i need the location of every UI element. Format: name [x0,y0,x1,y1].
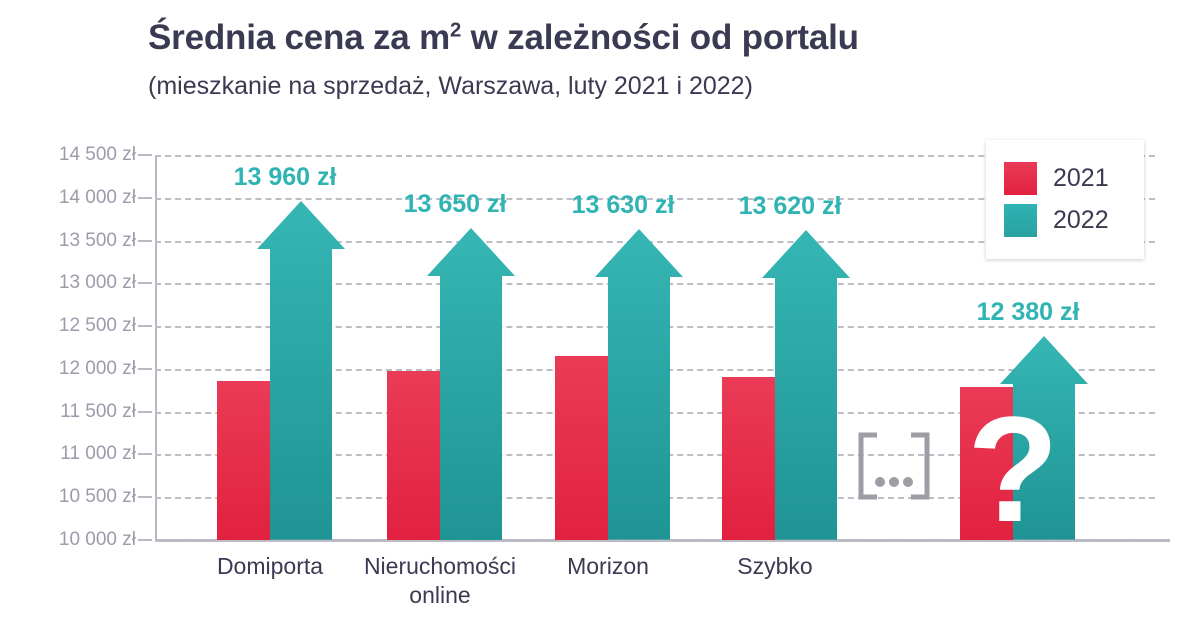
bar-2022-arrow[interactable] [427,227,515,540]
y-tick-mark [138,410,152,413]
legend-swatch-2021-icon [1004,161,1037,195]
page-title-prefix: Średnia cena za m [148,18,451,57]
y-tick-mark [138,496,152,499]
y-tick-label: 10 500 zł [58,486,136,508]
x-axis-label: Domiporta [216,553,324,579]
value-label-2022: 13 650 zł [403,189,507,218]
x-axis-label: Nieruchomości online [363,553,517,608]
page-title-suffix: w zależności od portalu [461,18,859,57]
legend-label-2022: 2022 [1053,205,1109,234]
gridline [155,155,1155,157]
y-tick-label: 11 500 zł [60,400,136,422]
y-tick-label: 12 500 zł [58,315,136,337]
legend-item-2021[interactable]: 2021 [1004,157,1144,199]
y-tick-mark [138,453,152,456]
bar-2021[interactable] [387,370,440,540]
bar-2022-arrow[interactable] [257,201,345,540]
y-tick-label: 10 000 zł [58,529,136,550]
bar-2021[interactable] [960,386,1013,540]
y-tick-mark [138,196,152,199]
y-axis-line [155,155,157,541]
bar-2021[interactable] [217,380,270,540]
bar-2021[interactable] [555,356,608,540]
x-axis-label: Szybko [737,553,813,579]
plot-area [155,155,1155,540]
legend: 2021 2022 [986,140,1144,259]
y-tick-label: 14 500 zł [58,144,136,165]
y-tick-mark [138,239,152,242]
value-label-2022: 13 630 zł [571,191,675,220]
value-label-2022: 13 620 zł [738,192,842,221]
y-tick-label: 13 500 zł [58,229,136,251]
bar-2022-arrow[interactable] [762,230,850,540]
y-tick-label: 13 000 zł [58,272,136,294]
y-tick-mark [138,325,152,328]
bar-2022-arrow[interactable] [1000,336,1088,540]
legend-swatch-2022-icon [1004,203,1037,237]
y-tick-mark [138,367,152,370]
y-tick-mark [138,154,152,156]
legend-item-2022[interactable]: 2022 [1004,199,1144,241]
gridline [155,240,1155,243]
page-title-superscript: 2 [450,19,462,42]
gridline [155,540,1155,542]
value-label-2022: 12 380 zł [976,298,1080,327]
bar-2022-arrow[interactable] [595,229,683,540]
page-subtitle: (mieszkanie na sprzedaż, Warszawa, luty … [148,72,753,100]
y-tick-label: 11 000 zł [60,443,136,465]
page-title: Średnia cena za m2 w zależności od porta… [148,18,859,58]
value-label-2022: 13 960 zł [233,163,337,192]
y-tick-label: 12 000 zł [58,357,136,379]
legend-label-2021: 2021 [1053,163,1109,192]
y-tick-mark [138,539,152,541]
y-tick-mark [138,282,152,285]
gridline [155,197,1155,200]
y-tick-label: 14 000 zł [58,186,136,208]
ellipsis-bracket [855,432,933,500]
x-axis-label: Morizon [567,553,649,579]
bar-2021[interactable] [722,377,775,540]
